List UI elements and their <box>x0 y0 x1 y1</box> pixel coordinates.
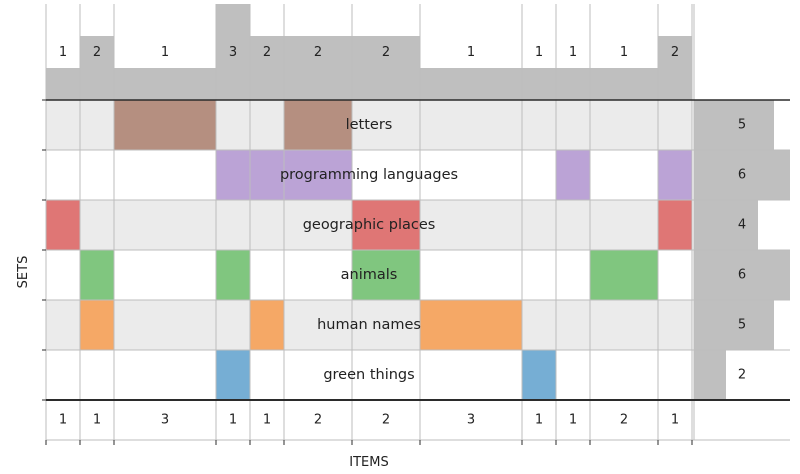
bottom-count-label-item10: 1 <box>569 413 577 428</box>
set-name-label-4: animals <box>341 267 398 283</box>
degree-label-item9: 1 <box>535 45 543 60</box>
bottom-count-label-item1: 1 <box>59 413 67 428</box>
bars-layer <box>46 4 790 400</box>
membership-cell-item4-set2 <box>216 150 250 200</box>
x-axis-label: ITEMS <box>349 455 388 470</box>
row-shade-4 <box>46 300 692 350</box>
degree-label-item6: 2 <box>314 45 322 60</box>
degree-label-item7: 2 <box>382 45 390 60</box>
membership-cell-item8-set5 <box>420 300 522 350</box>
degree-bar-item1 <box>46 68 80 100</box>
membership-cell-item12-set2 <box>658 150 692 200</box>
degree-label-item5: 2 <box>263 45 271 60</box>
degree-label-item2: 2 <box>93 45 101 60</box>
bottom-count-label-item11: 2 <box>620 413 628 428</box>
degree-label-item1: 1 <box>59 45 67 60</box>
set-name-label-3: geographic places <box>303 217 436 233</box>
cardinality-label-set4: 6 <box>738 268 746 283</box>
cardinality-label-set3: 4 <box>738 218 746 233</box>
degree-bar-item2 <box>80 36 114 100</box>
degree-label-item8: 1 <box>467 45 475 60</box>
set-name-label-1: letters <box>346 117 393 133</box>
cardinality-bar-set5 <box>694 300 774 350</box>
membership-cell-item11-set4 <box>590 250 658 300</box>
bottom-count-label-item12: 1 <box>671 413 679 428</box>
degree-bar-item10 <box>556 68 590 100</box>
membership-cell-item1-set3 <box>46 200 80 250</box>
membership-cell-item12-set3 <box>658 200 692 250</box>
cardinality-bar-set3 <box>694 200 758 250</box>
labels-layer: 1 2 1 3 2 2 2 1 1 1 1 2 1 1 3 1 1 2 2 3 1 1 2 1 letters programmi… <box>59 45 746 428</box>
bottom-count-label-item5: 1 <box>263 413 271 428</box>
degree-label-item4: 3 <box>229 45 237 60</box>
membership-cell-item3-set1 <box>114 100 216 150</box>
cardinality-label-set5: 5 <box>738 318 746 333</box>
cardinality-label-set2: 6 <box>738 168 746 183</box>
degree-label-item11: 1 <box>620 45 628 60</box>
set-name-label-5: human names <box>317 317 421 333</box>
cardinality-bar-set2 <box>694 150 790 200</box>
degree-label-item3: 1 <box>161 45 169 60</box>
membership-cell-item6-set2 <box>284 150 352 200</box>
membership-cell-item7-set4 <box>352 250 420 300</box>
membership-cell-item4-set4 <box>216 250 250 300</box>
membership-cell-item5-set5 <box>250 300 284 350</box>
membership-cell-item2-set5 <box>80 300 114 350</box>
degree-label-item12: 2 <box>671 45 679 60</box>
degree-bar-item11 <box>590 68 658 100</box>
degree-bar-item4 <box>216 4 250 100</box>
bottom-count-label-item2: 1 <box>93 413 101 428</box>
set-name-label-6: green things <box>323 367 414 383</box>
degree-bar-item12 <box>658 36 692 100</box>
cardinality-bar-set6 <box>694 350 726 400</box>
cardinality-bar-set1 <box>694 100 774 150</box>
cardinality-label-set1: 5 <box>738 118 746 133</box>
bottom-count-label-item9: 1 <box>535 413 543 428</box>
degree-label-item10: 1 <box>569 45 577 60</box>
membership-cell-item10-set2 <box>556 150 590 200</box>
membership-cell-item6-set1 <box>284 100 352 150</box>
degree-bar-item9 <box>522 68 556 100</box>
membership-cells-layer <box>46 100 692 400</box>
set-name-label-2: programming languages <box>280 167 458 183</box>
degree-bar-item7 <box>352 36 420 100</box>
degree-bar-item5 <box>250 36 284 100</box>
membership-cell-item5-set2 <box>250 150 284 200</box>
bottom-count-label-item6: 2 <box>314 413 322 428</box>
y-axis-label: SETS <box>16 256 31 289</box>
degree-bar-item8 <box>420 68 522 100</box>
bottom-count-label-item8: 3 <box>467 413 475 428</box>
membership-cell-item4-set6 <box>216 350 250 400</box>
cardinality-bar-set4 <box>694 250 790 300</box>
grid-layer <box>42 4 790 445</box>
membership-cell-item9-set6 <box>522 350 556 400</box>
bottom-count-label-item4: 1 <box>229 413 237 428</box>
cardinality-label-set6: 2 <box>738 368 746 383</box>
membership-cell-item2-set4 <box>80 250 114 300</box>
membership-cell-item7-set3 <box>352 200 420 250</box>
degree-bar-item3 <box>114 68 216 100</box>
bottom-count-label-item7: 2 <box>382 413 390 428</box>
bottom-count-label-item3: 3 <box>161 413 169 428</box>
degree-bar-item6 <box>284 36 352 100</box>
